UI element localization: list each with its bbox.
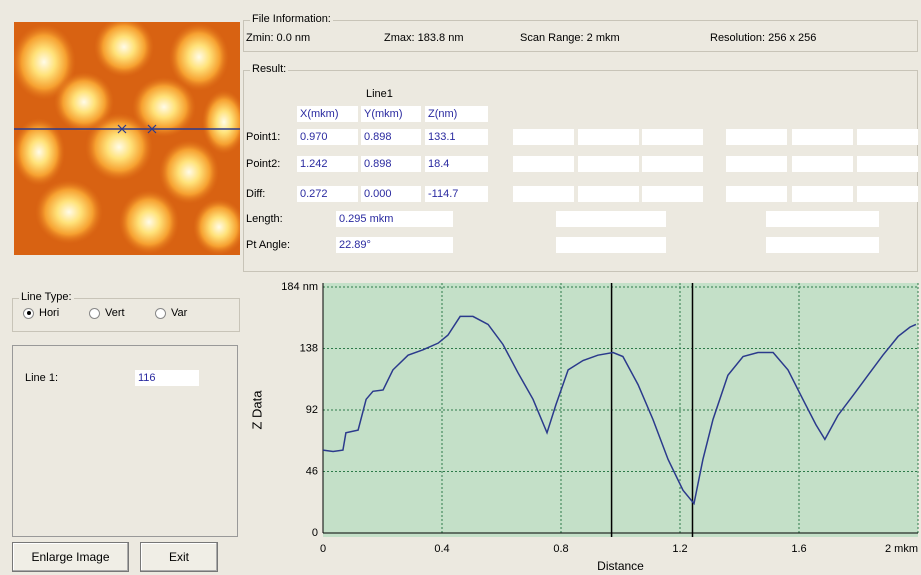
profile-line	[322, 315, 917, 506]
column-header: X(mkm)	[297, 106, 358, 122]
y-tick-label: 138	[300, 342, 318, 354]
info-item: Zmin: 0.0 nm	[246, 32, 311, 44]
radio-button[interactable]	[23, 307, 34, 319]
group-title: File Information:	[250, 13, 333, 25]
length-label: Length:	[246, 213, 283, 225]
exit-button[interactable]: Exit	[140, 542, 218, 572]
row-label: Diff:	[246, 188, 266, 200]
radio-label: Hori	[39, 307, 60, 319]
x-tick-label: 1.2	[672, 543, 687, 555]
line-header: Line1	[366, 88, 393, 100]
radio-option[interactable]: Vert	[89, 307, 125, 319]
empty-field	[556, 211, 666, 227]
empty-field	[726, 156, 787, 172]
empty-field	[857, 129, 918, 145]
x-tick-label: 0.8	[553, 543, 568, 555]
radio-option[interactable]: Var	[155, 307, 187, 319]
empty-field	[642, 186, 703, 202]
row-label: Point2:	[246, 158, 281, 170]
y-tick-label: 184 nm	[281, 281, 318, 293]
y-tick-label: 0	[312, 527, 318, 539]
empty-field	[857, 186, 918, 202]
x-axis-label: Distance	[597, 559, 644, 573]
cell: 0.898	[361, 129, 421, 145]
cell: -114.7	[425, 186, 488, 202]
cell: 1.242	[297, 156, 358, 172]
group-title: Result:	[250, 63, 289, 75]
angle-label: Pt Angle:	[246, 239, 291, 251]
line-panel: Line 1: 116	[12, 345, 238, 537]
line-input-label: Line 1:	[25, 372, 59, 384]
cell: 0.898	[361, 156, 421, 172]
cell: 0.272	[297, 186, 358, 202]
line-type-group: Line Type: Hori Vert Var	[12, 291, 240, 332]
empty-field	[578, 156, 639, 172]
info-item: Scan Range: 2 mkm	[520, 32, 620, 44]
y-tick-label: 92	[306, 404, 318, 416]
empty-field	[792, 156, 853, 172]
empty-field	[578, 129, 639, 145]
x-tick-label: 2 mkm	[885, 543, 918, 555]
y-tick-label: 46	[306, 465, 318, 477]
column-header: Y(mkm)	[361, 106, 421, 122]
empty-field	[642, 156, 703, 172]
cell: 18.4	[425, 156, 488, 172]
radio-label: Vert	[105, 307, 125, 319]
radio-label: Var	[171, 307, 188, 319]
empty-field	[513, 129, 574, 145]
empty-field	[766, 211, 879, 227]
radio-button[interactable]	[155, 307, 166, 319]
radio-button[interactable]	[89, 307, 100, 319]
x-tick-label: 0.4	[434, 543, 449, 555]
empty-field	[556, 237, 666, 253]
file-info-group: File Information: Zmin: 0.0 nm Zmax: 183…	[243, 13, 918, 52]
group-title: Line Type:	[19, 291, 74, 303]
x-tick-label: 0	[320, 543, 326, 555]
cell: 133.1	[425, 129, 488, 145]
empty-field	[726, 186, 787, 202]
y-axis-label: Z Data	[249, 390, 264, 430]
cell: 0.000	[361, 186, 421, 202]
empty-field	[766, 237, 879, 253]
radio-option[interactable]: Hori	[23, 307, 59, 319]
result-group: Result: Line1 Length: 0.295 mkm Pt Angle…	[243, 63, 918, 272]
empty-field	[792, 129, 853, 145]
length-value: 0.295 mkm	[336, 211, 453, 227]
empty-field	[513, 156, 574, 172]
empty-field	[578, 186, 639, 202]
info-item: Resolution: 256 x 256	[710, 32, 817, 44]
line-input[interactable]: 116	[135, 370, 199, 386]
angle-value: 22.89°	[336, 237, 453, 253]
info-item: Zmax: 183.8 nm	[384, 32, 464, 44]
column-header: Z(nm)	[425, 106, 488, 122]
enlarge-button[interactable]: Enlarge Image	[12, 542, 129, 572]
empty-field	[857, 156, 918, 172]
empty-field	[642, 129, 703, 145]
x-tick-label: 1.6	[791, 543, 806, 555]
radio-dot	[26, 311, 31, 315]
row-label: Point1:	[246, 131, 281, 143]
empty-field	[513, 186, 574, 202]
empty-field	[792, 186, 853, 202]
afm-image	[14, 22, 240, 255]
empty-field	[726, 129, 787, 145]
cell: 0.970	[297, 129, 358, 145]
